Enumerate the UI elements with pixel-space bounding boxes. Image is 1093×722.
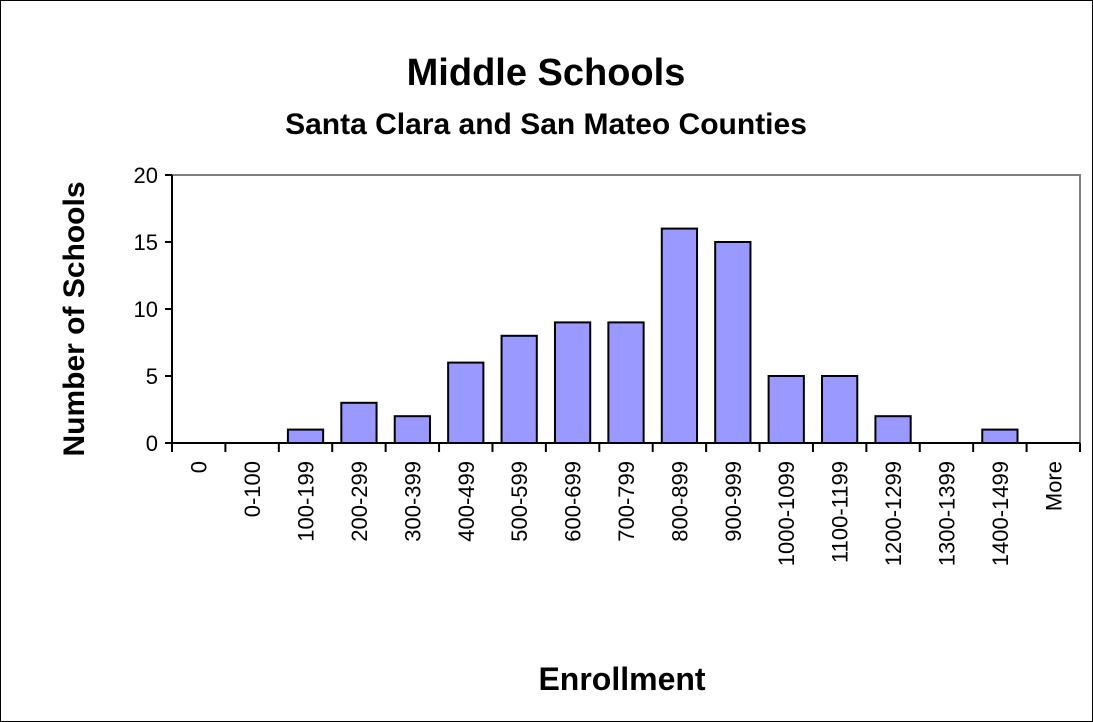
x-axis: 0 0-100 100-199 200-299 300-399 400-499 500-59…: [171, 442, 1081, 566]
y-tick-label: 0: [146, 431, 158, 456]
x-tick-label: 700-799: [614, 461, 639, 542]
x-tick-label: 0: [187, 461, 212, 473]
x-tick-label: 1300-1399: [934, 461, 959, 566]
x-tick-label: 1000-1099: [774, 461, 799, 566]
x-tick-label: 300-399: [400, 461, 425, 542]
bar-1400-1499: [981, 428, 1019, 445]
bar-1200-1299: [874, 415, 912, 445]
bar-400-499: [447, 361, 485, 445]
x-tick-label: 400-499: [454, 461, 479, 542]
y-tick-label: 5: [146, 364, 158, 389]
bar-700-799: [607, 321, 645, 444]
x-tick-label: 800-899: [667, 461, 692, 542]
x-tick-label: 200-299: [347, 461, 372, 542]
bar-800-899: [660, 227, 699, 444]
chart-title: Middle Schools: [407, 52, 686, 94]
x-tick-label: More: [1041, 461, 1066, 511]
x-axis-label: Enrollment: [538, 661, 705, 697]
y-tick-label: 10: [134, 297, 158, 322]
bar-900-999: [714, 241, 752, 444]
x-tick-label: 1200-1299: [881, 461, 906, 566]
y-tick-label: 20: [134, 163, 158, 188]
y-axis: 0 5 10 15 20: [134, 163, 173, 456]
x-tick-label: 0-100: [240, 461, 265, 517]
chart-subtitle: Santa Clara and San Mateo Counties: [285, 108, 807, 141]
y-axis-label: Number of Schools: [58, 181, 91, 456]
bar-series: [286, 227, 1019, 445]
bar-200-299: [340, 401, 378, 444]
bar-600-699: [553, 321, 592, 444]
y-tick-label: 15: [134, 230, 158, 255]
bar-300-399: [393, 415, 431, 445]
bar-500-599: [500, 334, 538, 444]
x-tick-label: 600-699: [561, 461, 586, 542]
x-tick-label: 500-599: [507, 461, 532, 542]
bar-1000-1099: [767, 375, 805, 444]
x-tick-label: 1400-1499: [988, 461, 1013, 566]
x-tick-label: 1100-1199: [828, 461, 853, 563]
bar-100-199: [286, 428, 325, 445]
x-tick-label: 100-199: [294, 461, 319, 542]
bar-1100-1199: [821, 375, 859, 444]
x-tick-label: 900-999: [721, 461, 746, 542]
